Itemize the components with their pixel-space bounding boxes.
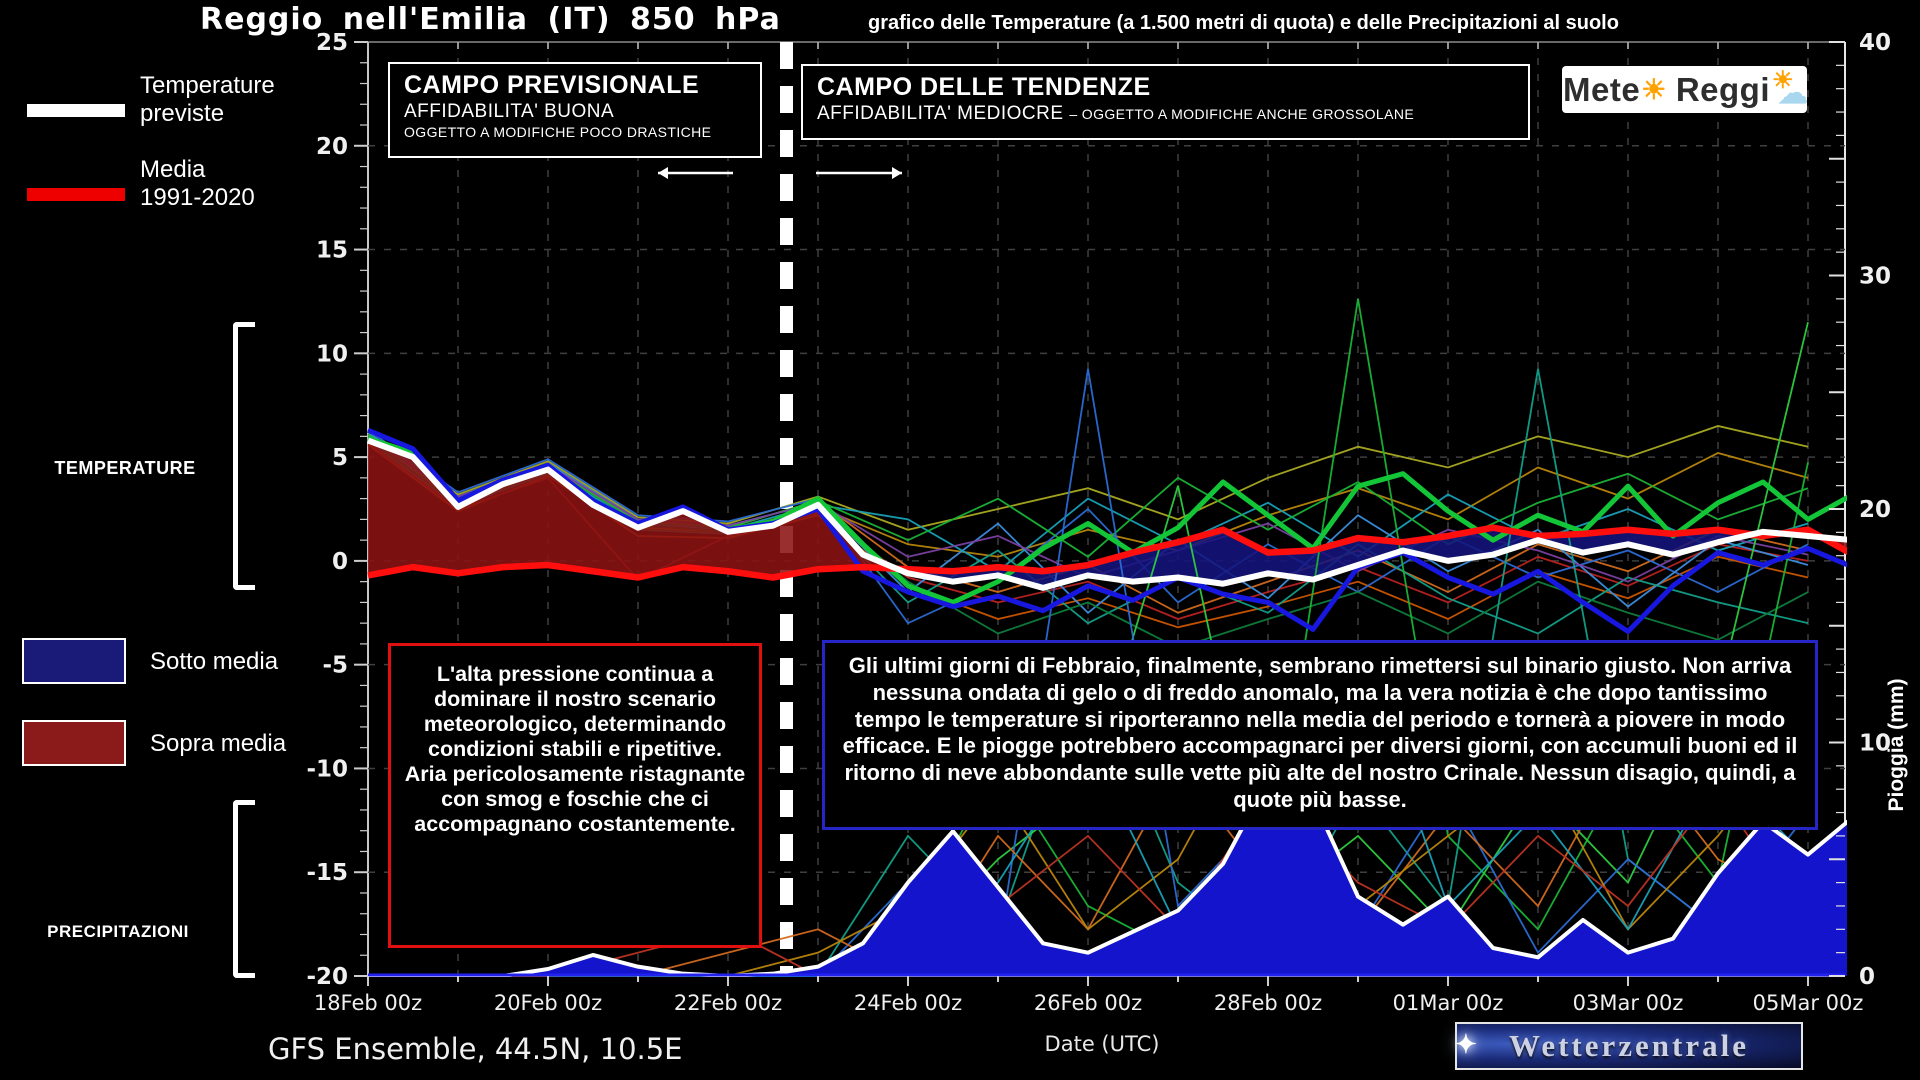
left-axis-label: 0 [332,549,348,575]
media-1991-2020-line [367,524,1847,581]
wetterzentrale-logo: ✦ Wetterzentrale [1455,1022,1803,1070]
x-axis-label: 01Mar 00z [1393,991,1504,1015]
sopra-media-swatch [22,720,126,766]
left-axis-label: 25 [316,30,348,56]
left-axis-label: -15 [306,860,348,886]
precipitazioni-section-label: PRECIPITAZIONI [47,922,189,941]
temperature-section-label: TEMPERATURE [54,458,196,478]
sopra-media-fill [548,469,593,572]
campo-previsionale-line2: AFFIDABILITA' BUONA [404,100,615,122]
precipitazioni-bracket [233,800,255,978]
left-axis-label: 15 [316,238,348,264]
right-axis-label: 30 [1859,264,1891,290]
x-axis-label: 05Mar 00z [1753,991,1864,1015]
red-annotation-box: L'alta pressione continua a dominare il … [388,643,762,948]
sopra-media-fill [863,554,908,574]
campo-previsionale-line3: OGGETTO A MODIFICHE POCO DRASTICHE [404,124,712,141]
right-axis-label: 40 [1859,30,1891,56]
red-box-line1: L'alta pressione continua a dominare il … [423,662,727,761]
left-axis-label: -10 [306,756,348,782]
sopra-media-fill [683,511,728,572]
legend-temperature-label: Temperature previste [140,72,275,127]
page-subtitle: grafico delle Temperature (a 1.500 metri… [868,12,1619,34]
meteo-reggio-text1: Mete [1563,70,1641,108]
legend-media-label: Media 1991-2020 [140,156,255,211]
campo-tendenze-line2a: AFFIDABILITA' MEDIOCRE [817,102,1064,124]
temp-ensemble-member [367,425,1809,531]
blue-deterministic-run-line [367,427,1847,634]
x-axis-label: 28Feb 00z [1214,991,1322,1015]
rain-mean-outline [368,777,1847,977]
temp-ensemble-member [367,433,1809,558]
campo-tendenze-line2b: – OGGETTO A MODIFICHE ANCHE GROSSOLANE [1069,105,1415,122]
sotto-media-swatch [22,638,126,684]
campo-previsionale-box: CAMPO PREVISIONALE AFFIDABILITA' BUONA O… [388,62,762,158]
x-axis-title: Date (UTC) [1044,1032,1160,1056]
left-axis-label: 20 [316,134,348,160]
sopra-media-fill [638,511,683,578]
arrowhead-icon [658,167,668,179]
series-group [367,298,1847,977]
meteo-reggio-logo: Mete ☀ Reggi ☀ ☁ [1562,66,1809,113]
sotto-media-fill [1223,529,1268,584]
red-box-line2: Aria pericolosamente ristagnante con smo… [404,761,746,836]
blue-annotation-box: Gli ultimi giorni di Febbraio, finalment… [822,640,1818,830]
page-title: Reggio nell'Emilia (IT) 850 hPa [200,2,781,37]
x-axis-label: 03Mar 00z [1573,991,1684,1015]
left-axis-label: 10 [316,341,348,367]
sparkle-icon: ✦ [1455,1030,1480,1059]
x-axis-label: 26Feb 00z [1034,991,1142,1015]
wetterzentrale-text: Wetterzentrale [1509,1028,1749,1063]
right-axis-label: 10 [1859,731,1891,757]
x-axis-label: 20Feb 00z [494,991,602,1015]
campo-tendenze-box: CAMPO DELLE TENDENZE AFFIDABILITA' MEDIO… [801,64,1530,140]
temperature-bracket [233,322,255,590]
campo-tendenze-title: CAMPO DELLE TENDENZE [817,73,1151,101]
legend-white-line-swatch [27,104,125,117]
right-axis-label: 0 [1859,964,1875,990]
sun-cloud-icon: ☀ ☁ [1771,66,1809,110]
meteo-reggio-text2: Reggi [1675,70,1770,108]
right-axis-title: Pioggia (mm) [1885,678,1908,812]
sopra-media-fill [503,469,548,568]
legend-red-line-swatch [27,188,125,201]
sotto-media-label: Sotto media [150,648,279,675]
right-axis-label: 20 [1859,497,1891,523]
arrowhead-icon [892,167,902,179]
x-axis-label: 24Feb 00z [854,991,962,1015]
sun-icon: ☀ [1641,74,1667,105]
sopra-media-fill [728,525,773,578]
sotto-media-fill [1178,529,1223,584]
x-axis-label: 22Feb 00z [674,991,782,1015]
left-axis-label: -20 [306,964,348,990]
model-info-label: GFS Ensemble, 44.5N, 10.5E [268,1032,683,1066]
temperature-prevista-line [367,437,1847,591]
temp-ensemble-member [367,429,1809,625]
campo-previsionale-title: CAMPO PREVISIONALE [404,71,700,99]
left-axis-label: -5 [322,653,348,679]
sopra-media-label: Sopra media [150,730,287,757]
rain-mean-area [368,779,1847,976]
left-axis-label: 5 [332,445,348,471]
x-axis-label: 18Feb 00z [314,991,422,1015]
sopra-media-fill [368,440,413,576]
sopra-media-fill [413,457,458,574]
sopra-media-fill [458,484,503,574]
campo-tendenze-line2: AFFIDABILITA' MEDIOCRE – OGGETTO A MODIF… [817,102,1514,126]
